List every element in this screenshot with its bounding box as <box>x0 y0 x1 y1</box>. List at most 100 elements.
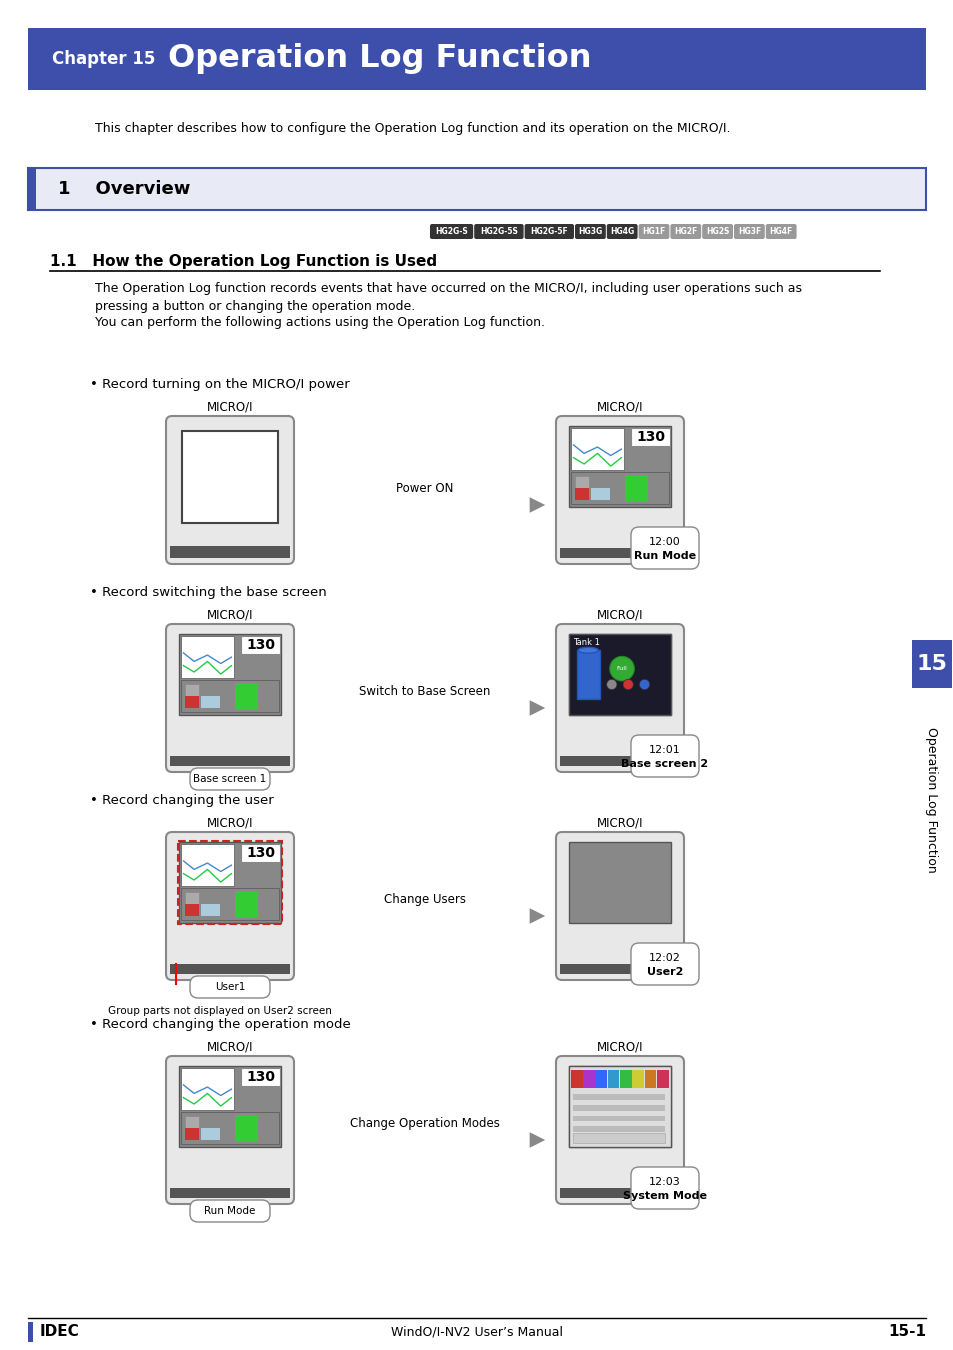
Circle shape <box>622 679 633 690</box>
Bar <box>572 1095 664 1100</box>
Text: User2: User2 <box>646 968 682 977</box>
Bar <box>591 487 609 501</box>
Text: WindO/I-NV2 User’s Manual: WindO/I-NV2 User’s Manual <box>391 1326 562 1338</box>
Text: MICRO/I: MICRO/I <box>207 400 253 413</box>
Bar <box>241 1068 280 1085</box>
Bar <box>178 842 281 923</box>
Bar <box>170 756 290 765</box>
Bar <box>559 548 679 558</box>
Text: 15: 15 <box>916 653 946 674</box>
Bar <box>607 1071 618 1088</box>
Text: IDEC: IDEC <box>40 1324 80 1339</box>
Text: HG2S: HG2S <box>705 227 728 236</box>
Bar <box>657 1071 668 1088</box>
Bar <box>577 651 598 699</box>
Text: Base screen 1: Base screen 1 <box>193 774 266 784</box>
FancyBboxPatch shape <box>556 416 683 564</box>
Bar <box>568 1066 671 1148</box>
Text: • Record changing the user: • Record changing the user <box>90 794 274 807</box>
Bar <box>911 640 951 688</box>
Bar <box>28 167 925 211</box>
Bar <box>181 636 233 678</box>
Text: User1: User1 <box>214 981 245 992</box>
Text: Full: Full <box>616 666 627 671</box>
Text: HG4G: HG4G <box>609 227 634 236</box>
Text: 12:02: 12:02 <box>648 953 680 963</box>
FancyBboxPatch shape <box>524 224 574 239</box>
Bar <box>28 28 925 90</box>
Bar <box>201 695 219 709</box>
Bar <box>170 1188 290 1197</box>
Bar <box>178 634 281 716</box>
Bar <box>181 887 279 921</box>
Bar <box>234 1115 257 1142</box>
Bar <box>559 1188 679 1197</box>
Text: HG2G-5S: HG2G-5S <box>479 227 517 236</box>
FancyBboxPatch shape <box>556 624 683 772</box>
Bar <box>570 471 668 504</box>
Bar <box>568 427 671 508</box>
FancyBboxPatch shape <box>701 224 732 239</box>
Bar <box>181 1111 279 1145</box>
Bar <box>181 844 233 887</box>
Bar <box>559 756 679 765</box>
Bar <box>201 904 219 917</box>
Bar <box>185 683 199 697</box>
Bar <box>572 1106 664 1111</box>
Text: MICRO/I: MICRO/I <box>597 1040 642 1053</box>
Text: 130: 130 <box>636 429 664 444</box>
Text: Tank 1: Tank 1 <box>572 639 599 647</box>
Text: Operation Log Function: Operation Log Function <box>168 43 591 74</box>
Text: Run Mode: Run Mode <box>204 1206 255 1216</box>
FancyBboxPatch shape <box>765 224 796 239</box>
Text: MICRO/I: MICRO/I <box>207 1040 253 1053</box>
Text: 130: 130 <box>246 846 275 860</box>
Text: Change Users: Change Users <box>384 892 465 906</box>
Bar <box>182 431 277 522</box>
Bar <box>241 636 280 653</box>
Text: Power ON: Power ON <box>395 482 454 495</box>
Bar <box>28 167 36 211</box>
Text: 1    Overview: 1 Overview <box>58 180 191 198</box>
Bar <box>185 891 199 904</box>
Bar <box>185 904 199 917</box>
Bar <box>234 683 257 710</box>
Bar <box>582 1071 595 1088</box>
Bar <box>572 1115 664 1122</box>
Ellipse shape <box>578 648 598 653</box>
Text: • Record switching the base screen: • Record switching the base screen <box>90 586 327 599</box>
Text: HG1F: HG1F <box>641 227 665 236</box>
Bar <box>178 1066 281 1148</box>
FancyBboxPatch shape <box>190 976 270 998</box>
Bar <box>570 1071 582 1088</box>
Bar <box>631 428 670 446</box>
Bar <box>185 1127 199 1141</box>
Text: 12:01: 12:01 <box>648 745 680 755</box>
Text: HG3G: HG3G <box>578 227 602 236</box>
Text: MICRO/I: MICRO/I <box>597 400 642 413</box>
Text: MICRO/I: MICRO/I <box>597 608 642 621</box>
Bar <box>632 1071 643 1088</box>
Text: • Record turning on the MICRO/I power: • Record turning on the MICRO/I power <box>90 378 350 392</box>
Bar <box>234 891 257 918</box>
Bar <box>572 1126 664 1131</box>
Bar <box>570 428 623 470</box>
FancyBboxPatch shape <box>670 224 700 239</box>
Bar <box>181 679 279 713</box>
FancyBboxPatch shape <box>166 1056 294 1204</box>
FancyBboxPatch shape <box>630 734 699 778</box>
Text: HG4F: HG4F <box>769 227 792 236</box>
Bar <box>170 964 290 973</box>
Circle shape <box>606 679 617 690</box>
Bar <box>170 545 290 558</box>
FancyBboxPatch shape <box>190 768 270 790</box>
Text: • Record changing the operation mode: • Record changing the operation mode <box>90 1018 351 1031</box>
Text: MICRO/I: MICRO/I <box>207 815 253 829</box>
FancyBboxPatch shape <box>630 1166 699 1210</box>
Bar <box>644 1071 656 1088</box>
Bar <box>177 841 282 925</box>
Bar <box>568 634 671 716</box>
Circle shape <box>609 656 634 680</box>
Text: 12:03: 12:03 <box>648 1177 680 1187</box>
FancyBboxPatch shape <box>430 224 473 239</box>
